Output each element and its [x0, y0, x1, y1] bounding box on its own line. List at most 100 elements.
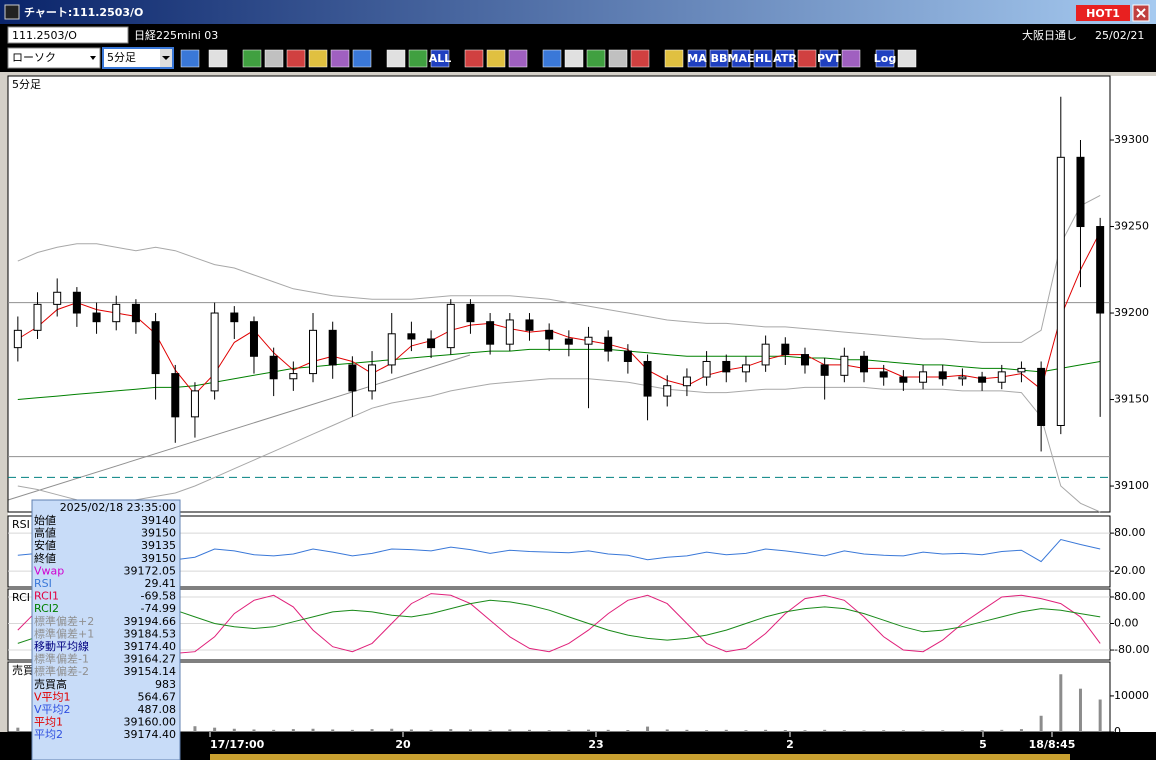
volume-bar [606, 729, 610, 732]
toolbar-icon[interactable] [352, 49, 372, 68]
toolbar-icon[interactable] [897, 49, 917, 68]
info-value: 39184.53 [124, 627, 177, 640]
toolbar-icon-label[interactable]: HL [755, 52, 771, 65]
y-tick-label: 39250 [1114, 220, 1149, 233]
info-label: 標準偏差-2 [34, 664, 89, 678]
toolbar-icon[interactable] [819, 49, 839, 68]
volume-bar [1039, 715, 1043, 732]
info-label: 安値 [34, 538, 56, 552]
candle-body [663, 385, 672, 397]
toolbar-icon-label[interactable]: MAE [728, 52, 755, 65]
symbol[interactable]: 111.2503/O [12, 29, 77, 42]
info-label: RCI1 [34, 590, 59, 603]
volume-bar [783, 730, 787, 732]
candle-body [230, 312, 239, 323]
interval-select[interactable] [102, 47, 174, 69]
candle-body [643, 360, 652, 397]
volume-bar [764, 729, 768, 732]
candle-body [289, 373, 298, 380]
toolbar-icon[interactable] [731, 49, 751, 68]
toolbar-icon[interactable] [264, 49, 284, 68]
toolbar-icon[interactable] [709, 49, 729, 68]
toolbar-icon[interactable] [630, 49, 650, 68]
volume-bar [331, 729, 335, 732]
instrument-name: 日経225mini 03 [134, 29, 218, 42]
info-value: 39135 [141, 539, 176, 552]
candle-body [466, 303, 475, 323]
toolbar-icon[interactable] [486, 49, 506, 68]
candle-body [486, 321, 495, 345]
info-value: 39194.66 [124, 615, 177, 628]
candle-body [997, 371, 1006, 383]
toolbar-icon[interactable] [242, 49, 262, 68]
toolbar-icon-label[interactable]: ATR [773, 52, 797, 65]
toolbar-icon[interactable] [286, 49, 306, 68]
symbol-box[interactable] [7, 26, 129, 44]
y-tick-label: 39300 [1114, 133, 1149, 146]
volume-bar [468, 729, 472, 732]
toolbar-icon[interactable] [508, 49, 528, 68]
toolbar-icon[interactable] [753, 49, 773, 68]
info-value: 39154.14 [124, 665, 177, 678]
candle-body [13, 329, 22, 349]
info-label: Vwap [34, 564, 64, 577]
candle-body [1096, 226, 1105, 314]
candle-body [741, 364, 750, 373]
info-value: 39174.40 [124, 728, 177, 741]
candle-body [505, 319, 514, 345]
candle-body [151, 321, 160, 375]
toolbar-icon[interactable] [208, 49, 228, 68]
volume-bar [547, 730, 551, 732]
candle-body [427, 338, 436, 349]
header-date: 25/02/21 [1095, 29, 1144, 42]
candle-body [328, 329, 337, 366]
volume-bar [980, 730, 984, 732]
overlay-line [17, 194, 1101, 343]
volume-bar [567, 729, 571, 732]
info-value: 29.41 [145, 577, 177, 590]
volume-bar [1098, 699, 1102, 732]
toolbar-icon[interactable] [408, 49, 428, 68]
toolbar-icon[interactable] [564, 49, 584, 68]
toolbar-icon[interactable] [687, 49, 707, 68]
toolbar-icon[interactable] [608, 49, 628, 68]
hot-label[interactable]: HOT1 [1086, 7, 1120, 20]
volume-bar [390, 728, 394, 732]
candle-body [545, 329, 554, 340]
toolbar-icon[interactable] [797, 49, 817, 68]
info-value: 39140 [141, 514, 176, 527]
interval[interactable]: 5分足 [107, 51, 136, 64]
volume-bar [724, 729, 728, 732]
info-value: 39164.27 [124, 653, 177, 666]
close-icon [1136, 8, 1146, 18]
toolbar-icon[interactable] [308, 49, 328, 68]
candle-body [249, 321, 258, 357]
toolbar-icon[interactable] [386, 49, 406, 68]
info-value: 39174.40 [124, 640, 177, 653]
chart-type-select[interactable] [7, 47, 101, 69]
candle-body [978, 376, 987, 383]
toolbar-icon[interactable] [430, 49, 450, 68]
volume-bar [213, 727, 217, 732]
chart-type[interactable]: ローソク [12, 51, 56, 64]
candle-body [387, 333, 396, 366]
toolbar-icon[interactable] [464, 49, 484, 68]
toolbar-icon[interactable] [180, 49, 200, 68]
toolbar-icon[interactable] [330, 49, 350, 68]
toolbar-icon-label[interactable]: MA [687, 52, 707, 65]
toolbar-icon[interactable] [586, 49, 606, 68]
scrollbar[interactable] [210, 754, 1070, 760]
toolbar-icon[interactable] [775, 49, 795, 68]
toolbar-icon[interactable] [664, 49, 684, 68]
toolbar-icon-label[interactable]: Log [874, 52, 896, 65]
toolbar-icon[interactable] [875, 49, 895, 68]
toolbar-icon[interactable] [542, 49, 562, 68]
hot-button[interactable] [1076, 5, 1130, 21]
candle-body [781, 343, 790, 356]
candle-body [309, 329, 318, 375]
toolbar-icon-label[interactable]: ALL [429, 52, 452, 65]
toolbar-icon-label[interactable]: BB [711, 52, 728, 65]
candle-body [564, 338, 573, 345]
toolbar-icon[interactable] [841, 49, 861, 68]
toolbar-icon-label[interactable]: PVT [817, 52, 842, 65]
